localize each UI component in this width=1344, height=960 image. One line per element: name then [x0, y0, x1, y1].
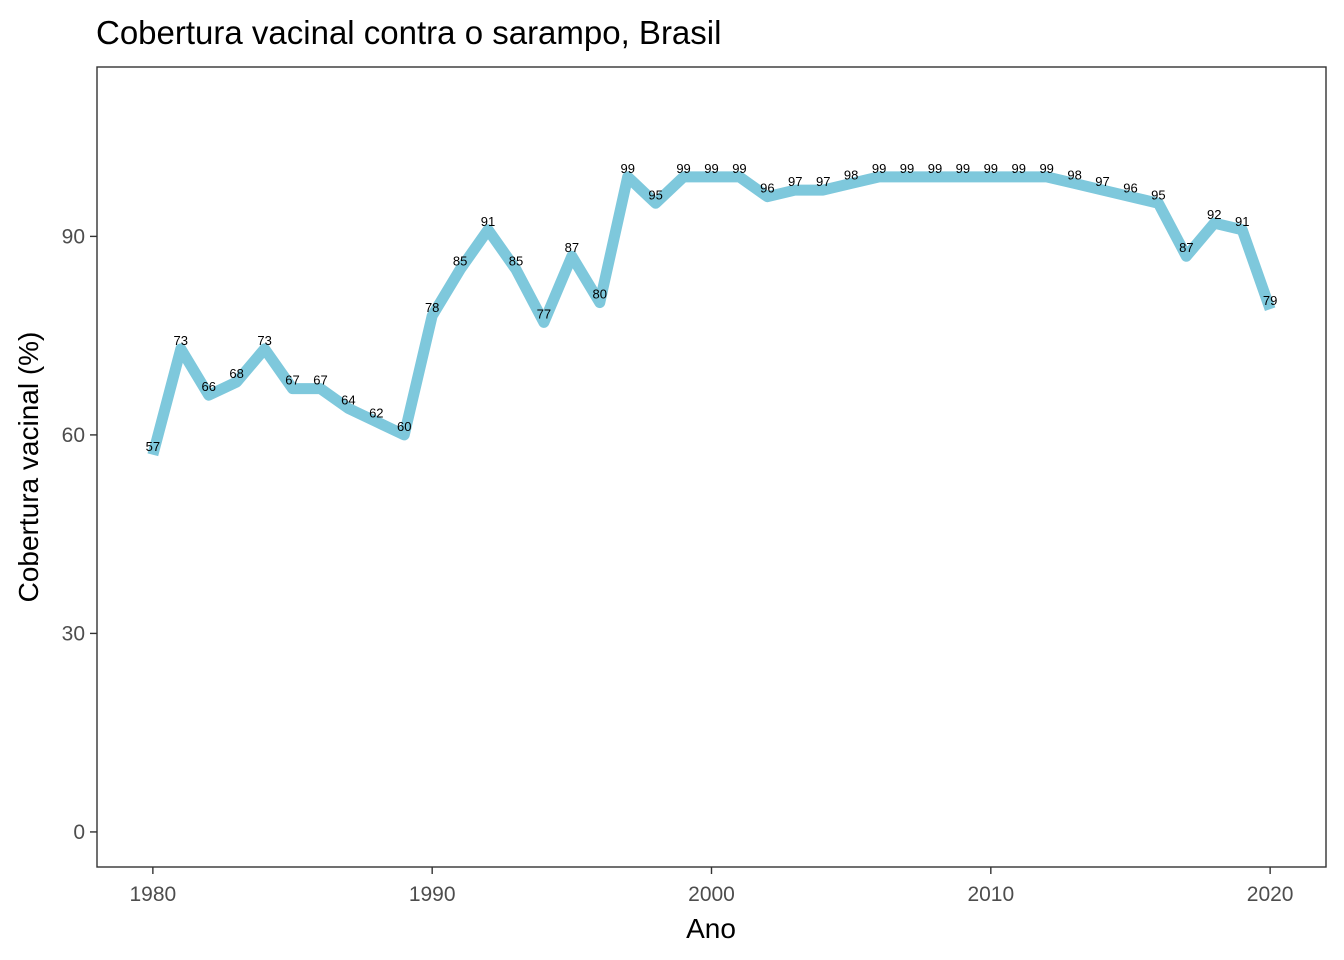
data-label: 95: [1151, 187, 1165, 202]
data-label: 99: [984, 161, 998, 176]
data-labels: 57 73 66 68 73 67 67 64 62 60 78 85 91 85 77 87 80 99 95 99…: [146, 161, 1278, 454]
data-label: 73: [257, 333, 271, 348]
data-label: 95: [648, 187, 662, 202]
data-label: 67: [285, 373, 299, 388]
data-label: 97: [788, 174, 802, 189]
data-label: 91: [1235, 214, 1249, 229]
data-label: 85: [453, 253, 467, 268]
data-label: 99: [956, 161, 970, 176]
y-axis: 0 30 60 90: [62, 225, 97, 844]
data-label: 78: [425, 300, 439, 315]
x-axis-title: Ano: [686, 913, 736, 944]
data-label: 57: [146, 439, 160, 454]
data-label: 87: [565, 240, 579, 255]
data-label: 73: [174, 333, 188, 348]
data-label: 97: [1095, 174, 1109, 189]
x-tick-label: 2010: [967, 883, 1014, 906]
series-layer: [147, 171, 1276, 457]
data-label: 91: [481, 214, 495, 229]
x-axis: 1980 1990 2000 2010 2020: [130, 867, 1294, 906]
x-tick-label: 2000: [688, 883, 735, 906]
data-label: 87: [1179, 240, 1193, 255]
data-label: 62: [369, 406, 383, 421]
x-tick-label: 1990: [409, 883, 456, 906]
data-label: 99: [872, 161, 886, 176]
x-tick-label: 1980: [130, 883, 177, 906]
data-label: 85: [509, 253, 523, 268]
plot-panel: [96, 66, 1327, 868]
data-label: 99: [620, 161, 634, 176]
data-label: 99: [900, 161, 914, 176]
data-label: 99: [676, 161, 690, 176]
data-label: 67: [313, 373, 327, 388]
chart-title: Cobertura vacinal contra o sarampo, Bras…: [96, 14, 721, 51]
data-label: 60: [397, 419, 411, 434]
data-label: 64: [341, 392, 355, 407]
data-label: 99: [928, 161, 942, 176]
x-tick-label: 2020: [1247, 883, 1294, 906]
data-label: 77: [537, 306, 551, 321]
data-label: 79: [1263, 293, 1277, 308]
data-label: 98: [1067, 167, 1081, 182]
data-label: 96: [1123, 181, 1137, 196]
y-axis-title: Cobertura vacinal (%): [13, 332, 44, 603]
data-label: 97: [816, 174, 830, 189]
y-tick-label: 0: [73, 821, 85, 844]
data-label: 96: [760, 181, 774, 196]
data-label: 66: [201, 379, 215, 394]
data-label: 99: [1039, 161, 1053, 176]
data-label: 99: [704, 161, 718, 176]
data-label: 92: [1207, 207, 1221, 222]
data-label: 98: [844, 167, 858, 182]
y-tick-label: 30: [62, 622, 85, 645]
data-label: 99: [732, 161, 746, 176]
data-label: 80: [593, 287, 607, 302]
data-label: 68: [229, 366, 243, 381]
y-tick-label: 60: [62, 424, 85, 447]
data-label: 99: [1012, 161, 1026, 176]
y-tick-label: 90: [62, 225, 85, 248]
